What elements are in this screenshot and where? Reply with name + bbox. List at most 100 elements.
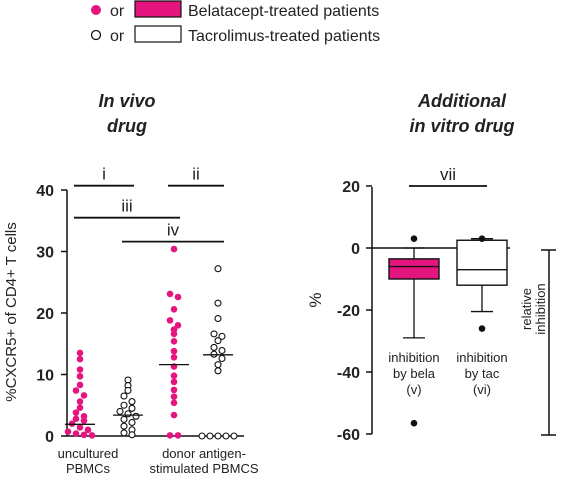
data-point-tacrolimus: [214, 361, 222, 369]
legend-tacrolimus-dot: [90, 29, 102, 41]
left-y-tick-label: 10: [36, 368, 54, 385]
data-point-belatacept: [76, 424, 84, 431]
right-y-tick-label: 0: [351, 241, 360, 258]
data-point-tacrolimus: [206, 432, 214, 440]
data-point-belatacept: [170, 386, 178, 394]
data-point-tacrolimus: [198, 432, 206, 440]
significance-label: iv: [167, 221, 180, 240]
data-point-belatacept: [166, 317, 174, 324]
right-y-tick-label: 20: [342, 179, 360, 196]
data-point-belatacept: [170, 245, 178, 253]
right-y-tick-label: -20: [337, 303, 360, 320]
data-point-tacrolimus: [214, 432, 222, 440]
data-point-tacrolimus: [214, 265, 222, 273]
box-label: by bela: [393, 366, 436, 381]
data-point-tacrolimus: [210, 330, 218, 338]
data-point-tacrolimus: [128, 418, 136, 427]
outlier-point: [478, 235, 486, 242]
data-point-belatacept: [72, 430, 80, 437]
box-label: by tac: [465, 366, 500, 381]
right-y-tick-label: -60: [337, 427, 360, 444]
box-label: (v): [406, 382, 421, 397]
data-point-tacrolimus: [222, 432, 230, 440]
data-point-belatacept: [84, 426, 92, 434]
data-point-belatacept: [166, 290, 174, 298]
data-point-belatacept: [76, 355, 84, 363]
right-panel-title-line2: in vitro drug: [410, 116, 515, 136]
data-point-belatacept: [170, 353, 178, 361]
group-label-uncultured-line2: PBMCs: [66, 461, 111, 476]
legend-belatacept-or: or: [110, 3, 125, 20]
left-y-tick-label: 20: [36, 306, 54, 323]
box-label: inhibition: [456, 350, 507, 365]
legend-belatacept-dot: [91, 5, 101, 15]
outlier-point: [410, 419, 418, 427]
data-point-belatacept: [166, 432, 174, 439]
data-point-tacrolimus: [124, 386, 132, 395]
group-label-stimulated-line1: donor antigen-: [162, 446, 246, 461]
data-point-tacrolimus: [218, 346, 226, 355]
right-panel-title-line1: Additional: [417, 91, 507, 111]
box: [388, 258, 440, 280]
data-point-tacrolimus: [120, 422, 128, 430]
data-point-tacrolimus: [120, 392, 128, 400]
group-label-stimulated-line2: stimulated PBMCS: [149, 461, 258, 476]
data-point-tacrolimus: [120, 401, 128, 409]
data-point-tacrolimus: [214, 314, 222, 323]
data-point-belatacept: [170, 337, 178, 345]
relative-inhibition-label-line2: inhibition: [533, 283, 548, 334]
data-point-belatacept: [72, 387, 80, 394]
data-point-belatacept: [88, 432, 96, 439]
data-point-belatacept: [76, 404, 84, 412]
outlier-point: [410, 235, 418, 242]
data-point-tacrolimus: [132, 412, 140, 420]
data-point-belatacept: [76, 398, 84, 405]
data-point-tacrolimus: [230, 432, 238, 440]
data-point-belatacept: [170, 306, 178, 313]
data-point-belatacept: [80, 392, 88, 399]
right-y-axis-label: %: [306, 292, 325, 307]
legend-tacrolimus-box: [134, 25, 182, 43]
legend-tacrolimus-or: or: [110, 28, 125, 45]
left-panel-title-line1: In vivo: [98, 91, 155, 111]
data-point-tacrolimus: [124, 410, 132, 418]
significance-label: ii: [192, 165, 200, 184]
outlier-point: [478, 325, 486, 332]
data-point-tacrolimus: [218, 354, 226, 363]
legend-belatacept-label: Belatacept-treated patients: [188, 3, 379, 20]
data-point-belatacept: [170, 378, 178, 386]
data-point-tacrolimus: [128, 431, 136, 439]
group-label-uncultured-line1: uncultured: [58, 446, 119, 461]
data-point-tacrolimus: [214, 367, 222, 375]
data-point-tacrolimus: [128, 404, 136, 412]
data-point-belatacept: [170, 411, 178, 419]
data-point-belatacept: [72, 409, 80, 416]
right-y-tick-label: -40: [337, 365, 360, 382]
box-label: inhibition: [388, 350, 439, 365]
significance-label: vii: [440, 165, 456, 184]
data-point-belatacept: [170, 393, 178, 400]
data-point-belatacept: [80, 417, 88, 424]
data-point-belatacept: [76, 366, 84, 373]
relative-inhibition-label-line1: relative: [519, 288, 534, 330]
left-y-tick-label: 0: [45, 429, 54, 446]
data-point-belatacept: [76, 381, 84, 389]
legend-tacrolimus-label: Tacrolimus-treated patients: [188, 28, 380, 45]
left-y-tick-label: 30: [36, 245, 54, 262]
legend: or Belatacept-treated patients or Tacrol…: [90, 0, 380, 45]
data-point-belatacept: [170, 399, 178, 407]
data-point-belatacept: [64, 428, 72, 435]
box: [456, 239, 508, 286]
data-point-tacrolimus: [128, 398, 136, 406]
data-point-tacrolimus: [218, 332, 226, 340]
left-y-axis-label: %CXCR5+ of CD4+ T cells: [3, 222, 20, 402]
data-point-belatacept: [170, 372, 178, 380]
significance-label: iii: [121, 197, 132, 216]
data-point-tacrolimus: [214, 299, 222, 307]
data-point-tacrolimus: [120, 429, 128, 437]
data-point-belatacept: [72, 415, 80, 423]
data-point-tacrolimus: [116, 407, 124, 415]
data-point-belatacept: [76, 373, 84, 380]
